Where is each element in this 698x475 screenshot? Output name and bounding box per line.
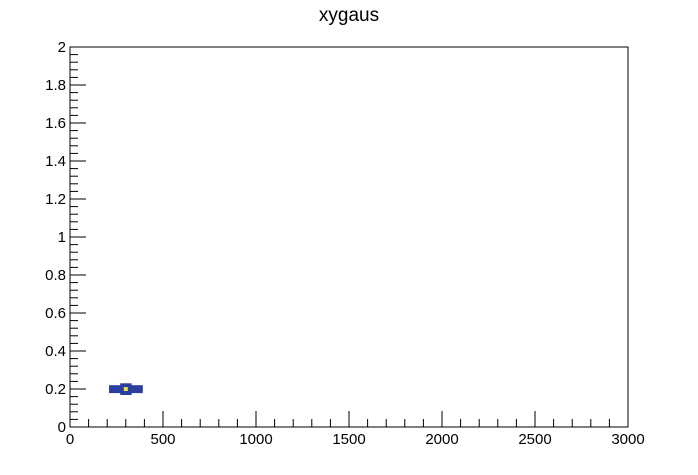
heatmap-bin xyxy=(120,387,127,390)
heatmap-bin xyxy=(131,385,138,388)
x-tick-label: 1000 xyxy=(239,431,272,448)
x-tick-label: 2500 xyxy=(518,431,551,448)
heatmap-bin xyxy=(120,385,127,388)
heatmap-bin xyxy=(109,390,115,394)
y-tick-label: 1.8 xyxy=(45,77,66,94)
y-tick-label: 2 xyxy=(58,39,66,56)
x-tick-label: 2000 xyxy=(425,431,458,448)
heatmap-bin xyxy=(125,385,132,388)
chart-title: xygaus xyxy=(319,5,379,26)
x-tick-label: 0 xyxy=(66,431,74,448)
heatmap-bin xyxy=(125,389,132,392)
heatmap-bin xyxy=(114,387,121,390)
x-tick-label: 500 xyxy=(150,431,175,448)
y-tick-label: 1.2 xyxy=(45,191,66,208)
heatmap-bin xyxy=(125,387,132,390)
y-tick-label: 1.4 xyxy=(45,153,66,170)
heatmap-bin xyxy=(131,389,138,392)
x-tick-label: 1500 xyxy=(332,431,365,448)
heatmap-bin xyxy=(125,383,132,386)
heatmap-bin xyxy=(136,389,143,392)
heatmap-bin xyxy=(109,389,115,392)
y-tick-label: 0.4 xyxy=(45,343,66,360)
heatmap-bin xyxy=(109,387,115,390)
y-tick-label: 0.2 xyxy=(45,381,66,398)
heatmap-peak-bin xyxy=(123,387,128,391)
y-tick-label: 1 xyxy=(58,229,66,246)
heatmap-bin xyxy=(131,387,138,390)
heatmap-bin xyxy=(136,387,143,390)
heatmap-bin xyxy=(114,389,121,392)
heatmap-bin xyxy=(109,385,115,388)
y-tick-label: 0.6 xyxy=(45,305,66,322)
heatmap-bin xyxy=(120,390,127,394)
y-axis: 0 0.2 0.4 0.6 0.8 1 1.2 1.4 1.6 1.8 2 xyxy=(45,39,86,436)
y-tick-label: 0.8 xyxy=(45,267,66,284)
heatmap-bin xyxy=(136,385,143,388)
plot-frame xyxy=(69,46,629,428)
y-tick-label: 1.6 xyxy=(45,115,66,132)
heatmap-bin xyxy=(125,390,132,394)
x-axis: 0 500 1000 1500 2000 2500 3000 xyxy=(66,411,645,448)
heatmap-bin xyxy=(125,392,132,395)
x-tick-label: 3000 xyxy=(611,431,644,448)
heatmap-bin xyxy=(114,390,121,394)
heatmap-bin xyxy=(131,390,138,394)
heatmap-bin xyxy=(136,390,143,394)
heatmap-bin xyxy=(120,383,127,386)
heatmap-bin xyxy=(120,392,127,395)
y-tick-label: 0 xyxy=(58,419,66,436)
heatmap-bin xyxy=(114,385,121,388)
heatmap-bin xyxy=(120,389,127,392)
plot-area xyxy=(109,383,143,395)
